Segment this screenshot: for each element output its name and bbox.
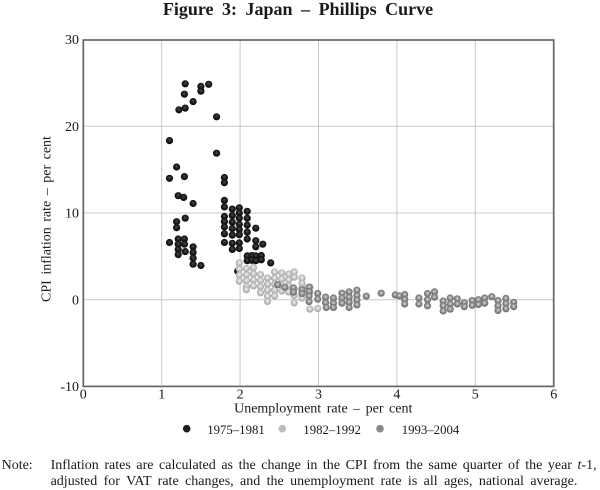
svg-text:Unemployment rate – per cent: Unemployment rate – per cent bbox=[234, 401, 412, 416]
svg-text:0: 0 bbox=[72, 293, 79, 308]
svg-text:4: 4 bbox=[393, 388, 400, 403]
svg-text:10: 10 bbox=[65, 207, 79, 222]
svg-text:6: 6 bbox=[550, 388, 557, 403]
svg-text:1993–2004: 1993–2004 bbox=[402, 423, 460, 437]
svg-text:1975–1981: 1975–1981 bbox=[207, 423, 265, 437]
svg-text:30: 30 bbox=[65, 33, 79, 48]
svg-text:20: 20 bbox=[65, 120, 79, 135]
svg-text:CPI inflation rate – per cent: CPI inflation rate – per cent bbox=[40, 136, 55, 302]
svg-text:0: 0 bbox=[80, 388, 87, 403]
svg-text:3: 3 bbox=[315, 388, 322, 403]
svg-text:5: 5 bbox=[472, 388, 479, 403]
svg-text:-10: -10 bbox=[60, 380, 79, 395]
svg-text:1982–1992: 1982–1992 bbox=[303, 423, 361, 437]
svg-text:2: 2 bbox=[237, 388, 244, 403]
svg-text:1: 1 bbox=[158, 388, 165, 403]
